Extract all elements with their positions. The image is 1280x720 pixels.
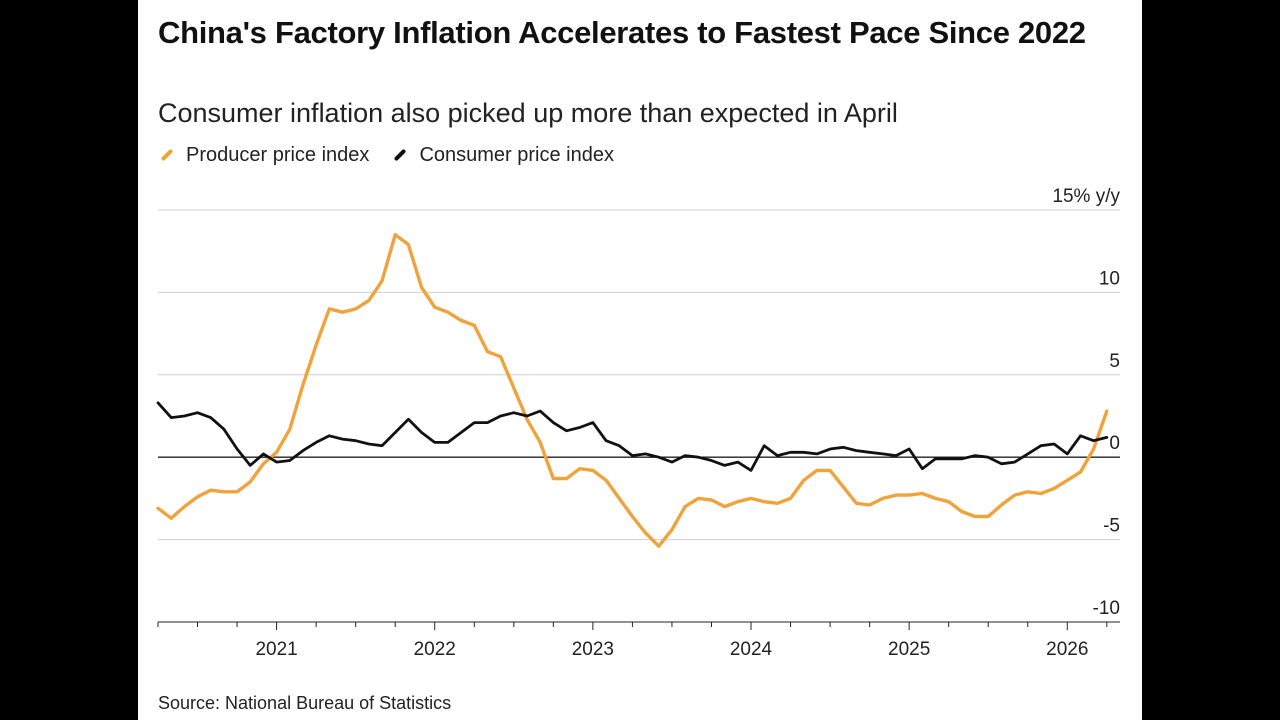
legend: Producer price index Consumer price inde… [158, 141, 636, 169]
x-tick-label: 2023 [572, 639, 614, 660]
legend-item-ppi: Producer price index [158, 144, 369, 167]
series-lines [156, 233, 1109, 548]
y-axis-labels: -10 -5 0 5 10 15% y/y [1052, 186, 1120, 619]
grid-lines [158, 209, 1120, 623]
x-tick-label: 2022 [414, 639, 456, 660]
series-line-ppi [156, 233, 1109, 548]
y-tick-label: -5 [1103, 516, 1120, 537]
x-tick-label: 2025 [888, 639, 930, 660]
chart-subtitle: Consumer inflation also picked up more t… [158, 98, 898, 128]
legend-item-cpi: Consumer price index [391, 144, 614, 167]
y-tick-label: -10 [1093, 598, 1120, 619]
y-tick-label: 5 [1109, 351, 1120, 372]
chart-card: China's Factory Inflation Accelerates to… [138, 0, 1142, 720]
series-line-cpi [156, 401, 1109, 472]
x-axis: 2021 2022 2023 2024 2025 2026 [157, 621, 1120, 660]
y-tick-label: 0 [1109, 433, 1120, 454]
x-tick-label: 2024 [730, 639, 773, 660]
legend-swatch-ppi-icon [160, 148, 174, 162]
x-tick-label: 2021 [255, 639, 297, 660]
y-tick-label: 15% y/y [1052, 186, 1120, 207]
y-tick-label: 10 [1099, 268, 1120, 289]
legend-swatch-cpi-icon [394, 148, 407, 162]
legend-label-cpi: Consumer price index [419, 143, 614, 166]
chart-title: China's Factory Inflation Accelerates to… [158, 15, 1086, 50]
source-note: Source: National Bureau of Statistics [158, 693, 452, 713]
legend-label-ppi: Producer price index [186, 143, 370, 166]
x-tick-label: 2026 [1046, 639, 1088, 660]
